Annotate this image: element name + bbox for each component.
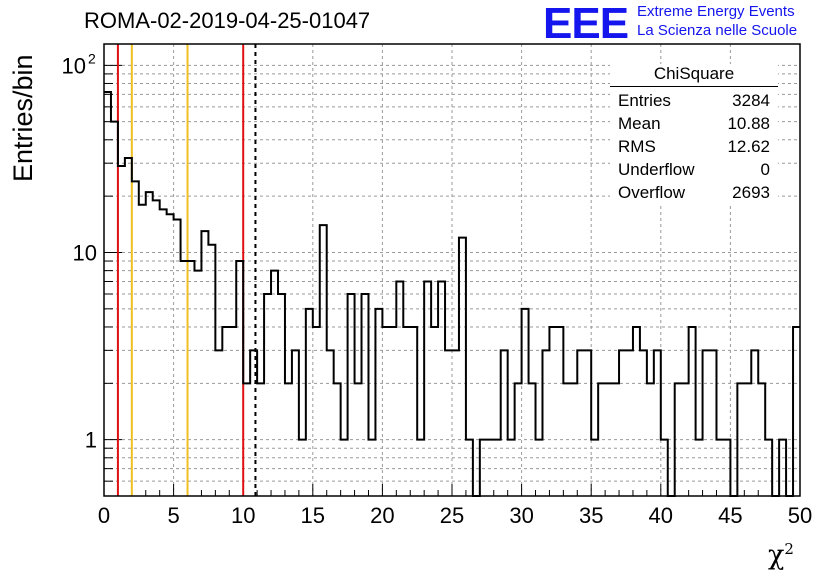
x-axis-label: χ2 bbox=[768, 540, 794, 571]
x-axis-label-base: χ bbox=[768, 540, 785, 571]
chart-title: ROMA-02-2019-04-25-01047 bbox=[84, 8, 371, 33]
grid bbox=[104, 44, 800, 496]
x-tick-label: 20 bbox=[370, 503, 394, 528]
stats-label: Overflow bbox=[618, 183, 686, 202]
stats-row-overflow: Overflow 2693 bbox=[610, 181, 778, 204]
x-tick-label: 40 bbox=[649, 503, 673, 528]
y-axis-label: Entries/bin bbox=[8, 54, 38, 182]
x-tick-label: 50 bbox=[788, 503, 812, 528]
x-tick-label: 35 bbox=[579, 503, 603, 528]
y-tick-label-exponent: 2 bbox=[88, 50, 96, 66]
x-tick-label: 15 bbox=[301, 503, 325, 528]
logo-line-1: Extreme Energy Events bbox=[637, 3, 795, 20]
x-tick-label: 30 bbox=[509, 503, 533, 528]
stats-row-rms: RMS 12.62 bbox=[610, 135, 778, 158]
stats-value: 0 bbox=[760, 160, 770, 179]
stats-row-underflow: Underflow 0 bbox=[610, 158, 778, 181]
stats-value: 12.62 bbox=[727, 137, 770, 156]
stats-value: 3284 bbox=[732, 91, 770, 110]
stats-label: Entries bbox=[618, 91, 671, 110]
plot-frame bbox=[103, 43, 801, 497]
eee-logo-text: Extreme Energy Events La Scienza nelle S… bbox=[637, 2, 797, 40]
eee-logo: EEE bbox=[543, 0, 629, 48]
y-tick-label: 10 bbox=[62, 53, 86, 78]
x-axis-label-sup: 2 bbox=[784, 540, 794, 558]
x-tick-label: 45 bbox=[718, 503, 742, 528]
stats-row-entries: Entries 3284 bbox=[610, 89, 778, 112]
stats-label: Mean bbox=[618, 114, 661, 133]
stats-value: 10.88 bbox=[727, 114, 770, 133]
stats-label: RMS bbox=[618, 137, 656, 156]
x-tick-label: 5 bbox=[167, 503, 179, 528]
histogram-line bbox=[104, 91, 800, 497]
stats-box: ChiSquare Entries 3284 Mean 10.88 RMS 12.62… bbox=[610, 64, 778, 204]
stats-label: Underflow bbox=[618, 160, 695, 179]
x-tick-label: 25 bbox=[440, 503, 464, 528]
stats-row-mean: Mean 10.88 bbox=[610, 112, 778, 135]
y-tick-label: 10 bbox=[73, 240, 97, 265]
x-tick-label: 0 bbox=[98, 503, 110, 528]
logo-line-2: La Scienza nelle Scuole bbox=[637, 22, 798, 39]
y-tick-label: 1 bbox=[85, 428, 97, 453]
x-tick-label: 10 bbox=[231, 503, 255, 528]
stats-value: 2693 bbox=[732, 183, 770, 202]
stats-title: ChiSquare bbox=[610, 64, 778, 87]
